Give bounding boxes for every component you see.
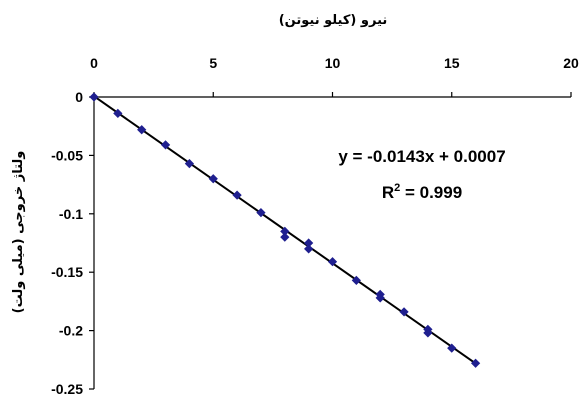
x-tick-label: 5 <box>209 55 217 71</box>
data-point <box>89 92 99 102</box>
y-tick-label: -0.2 <box>59 323 83 339</box>
x-tick-label: 20 <box>563 55 579 71</box>
data-point <box>256 208 266 218</box>
x-tick-label: 0 <box>90 55 98 71</box>
y-axis-title: ولتاژ خروجی (میلی ولت) <box>11 151 26 314</box>
data-point <box>304 244 314 254</box>
data-point <box>137 125 147 135</box>
y-tick-label: -0.05 <box>51 147 83 163</box>
r-squared-value: = 0.999 <box>400 183 462 202</box>
data-point <box>470 358 481 368</box>
data-point <box>351 275 361 286</box>
y-tick-label: 0 <box>75 89 83 105</box>
data-point <box>160 140 171 150</box>
equation-label: y = -0.0143x + 0.0007 <box>338 147 505 166</box>
r-squared-base: R <box>382 183 394 202</box>
data-points <box>89 92 481 368</box>
y-tick-label: -0.25 <box>51 381 83 396</box>
y-tick-labels: 0 -0.05 -0.1 -0.15 -0.2 -0.25 <box>51 89 83 396</box>
x-tick-labels: 0 5 10 15 20 <box>90 55 579 71</box>
data-point <box>399 307 409 317</box>
data-point <box>232 190 242 200</box>
data-point <box>113 108 123 118</box>
data-point <box>447 343 457 353</box>
x-tick-label: 15 <box>444 55 460 71</box>
r-squared-exponent: 2 <box>394 182 400 194</box>
data-point <box>208 174 218 184</box>
data-point <box>327 257 338 267</box>
data-point <box>280 232 290 242</box>
y-tick-label: -0.1 <box>59 206 83 222</box>
data-point <box>375 293 385 303</box>
y-tick-label: -0.15 <box>51 264 83 280</box>
x-tick-label: 10 <box>325 55 341 71</box>
axes <box>89 92 572 390</box>
r-squared-label: R2 = 0.999 <box>382 182 462 202</box>
x-axis-title: نیرو (کیلو نیوتن) <box>279 13 388 28</box>
data-point <box>184 158 195 169</box>
data-point <box>423 328 433 338</box>
